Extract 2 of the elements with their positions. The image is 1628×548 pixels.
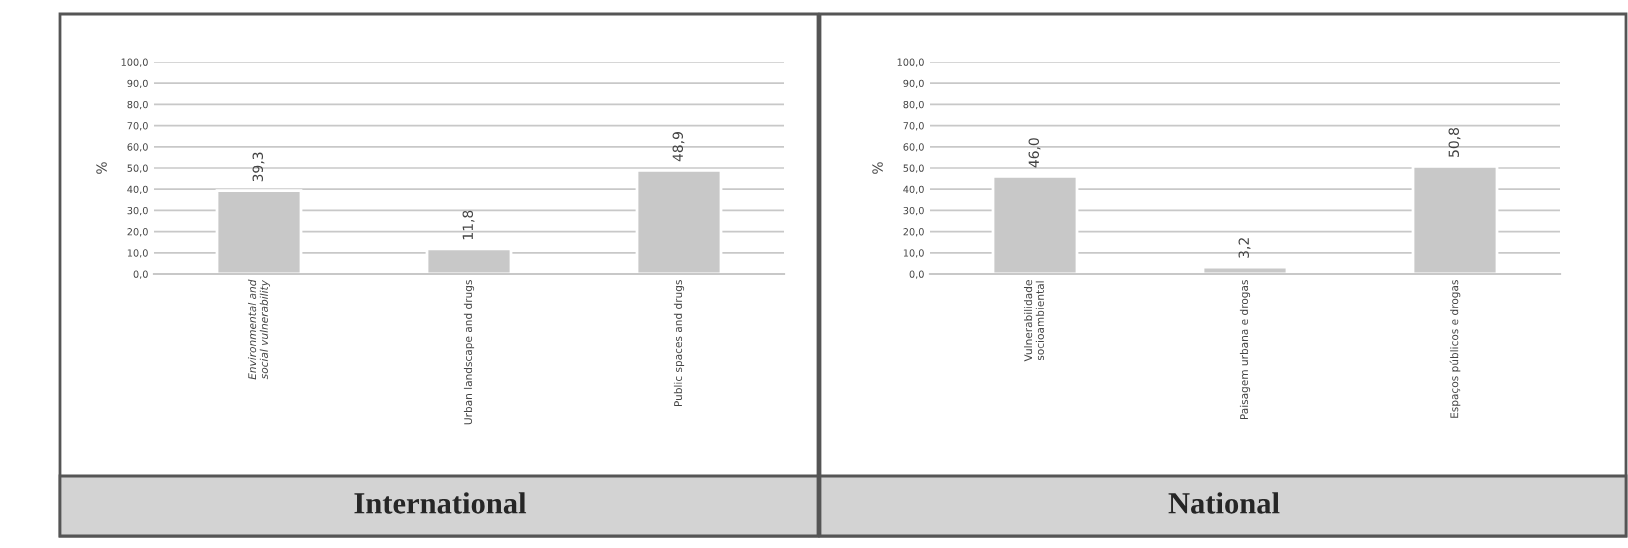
text: National [1168, 492, 1280, 514]
text: International [354, 492, 527, 514]
